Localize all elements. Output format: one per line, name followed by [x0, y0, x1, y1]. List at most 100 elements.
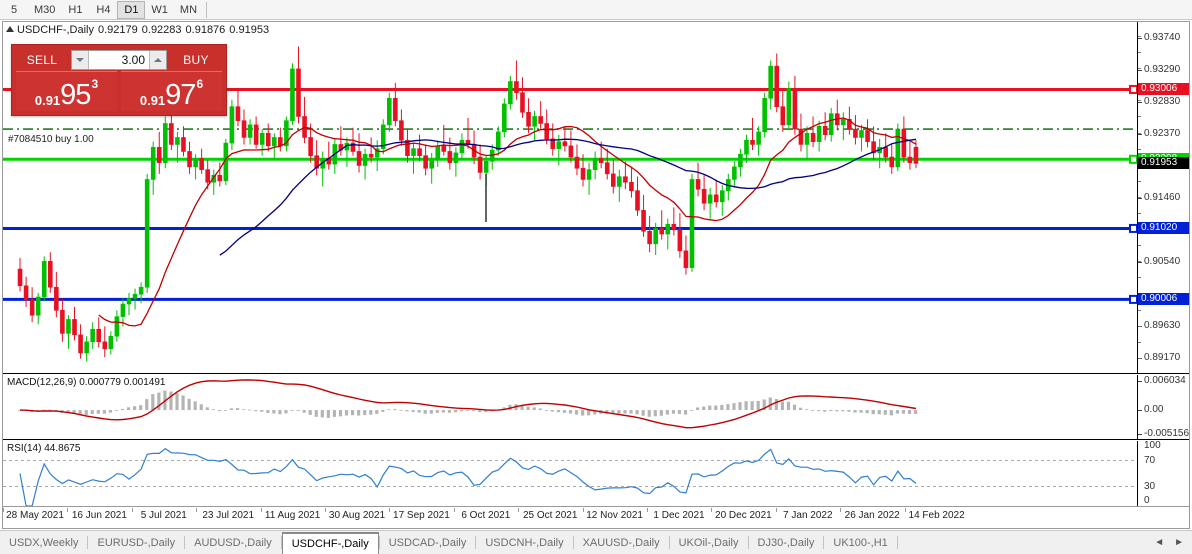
- price-axis-tick: [1138, 101, 1142, 103]
- date-axis-tick: [3, 508, 4, 512]
- trade-panel-top-row: SELL 3.00 BUY: [12, 45, 226, 71]
- price-axis-tick: [1138, 69, 1142, 71]
- buy-price-button[interactable]: 0.91 97 6: [121, 71, 222, 111]
- timeframe-button-d1[interactable]: D1: [117, 0, 146, 19]
- price-axis-label: 0.92830: [1144, 95, 1181, 107]
- chart-tab-ukoildaily[interactable]: UKOil-,Daily: [678, 536, 739, 549]
- tab-divider: [475, 536, 477, 549]
- date-axis-tick: [840, 508, 842, 512]
- caret-down-icon: [76, 57, 84, 62]
- date-axis-label: 17 Sep 2021: [393, 510, 450, 521]
- chart-frame[interactable]: USDCHF-,Daily 0.92179 0.92283 0.91876 0.9195…: [2, 21, 1190, 507]
- tab-divider: [747, 536, 749, 549]
- date-axis-label: 14 Feb 2022: [908, 510, 965, 521]
- price-axis-highlight-0.90006[interactable]: 0.90006: [1138, 293, 1189, 306]
- date-axis-tick: [582, 508, 584, 512]
- price-axis-minor-tick: [1138, 261, 1141, 263]
- date-axis-tick: [518, 508, 520, 512]
- timeframe-button-m30[interactable]: M30: [34, 3, 56, 16]
- tab-divider: [896, 536, 898, 549]
- buy-price-main: 97: [165, 79, 196, 111]
- chart-tab-xauusddaily[interactable]: XAUUSD-,Daily: [582, 536, 660, 549]
- date-axis-label: 6 Oct 2021: [461, 510, 511, 521]
- chart-tab-usdcnhdaily[interactable]: USDCNH-,Daily: [485, 536, 564, 549]
- price-axis-scale[interactable]: 0.93740 0.93290 0.92830 0.92370 0.91460 0.905…: [1137, 22, 1189, 373]
- date-axis-tick: [904, 508, 906, 512]
- date-axis-tick: [131, 508, 133, 512]
- tab-divider: [378, 536, 380, 549]
- volume-stepper[interactable]: 3.00: [71, 49, 167, 70]
- sell-price-button[interactable]: 0.91 95 3: [16, 71, 117, 111]
- chart-tab-eurusddaily[interactable]: EURUSD-,Daily: [97, 536, 176, 549]
- chart-low-value: 0.91876: [185, 24, 226, 36]
- chart-open-value: 0.92179: [98, 24, 138, 36]
- timeframe-button-mn[interactable]: MN: [179, 3, 198, 16]
- rsi-axis-label: 100: [1144, 441, 1161, 451]
- price-axis-minor-tick: [1138, 68, 1141, 70]
- date-axis-label: 5 Jul 2021: [140, 510, 187, 521]
- chart-close-value: 0.91953: [229, 24, 270, 36]
- date-axis-tick: [647, 508, 648, 512]
- date-axis-label: 20 Dec 2021: [715, 510, 772, 521]
- timeframe-button-h4[interactable]: H4: [96, 3, 111, 16]
- chart-high-value: 0.92283: [141, 24, 182, 36]
- sell-price-main: 95: [60, 79, 91, 111]
- one-click-trading-panel[interactable]: SELL 3.00 BUY 0.91 95: [11, 44, 227, 116]
- price-axis-label: 0.90540: [1144, 256, 1181, 268]
- price-axis-minor-tick: [1138, 35, 1141, 37]
- timeframe-button-h1[interactable]: H1: [68, 3, 83, 16]
- macd-legend: MACD(12,26,9) 0.000779 0.001491: [7, 377, 166, 388]
- tab-divider: [87, 536, 89, 549]
- volume-decrease-button[interactable]: [72, 50, 89, 69]
- chart-symbol-header: USDCHF-,Daily 0.92179 0.92283 0.91876 0.9195…: [6, 24, 269, 36]
- price-axis-highlight-0.91953[interactable]: 0.91953: [1138, 157, 1189, 170]
- collapse-triangle-icon[interactable]: [6, 26, 14, 32]
- buy-price-prefix: 0.91: [139, 93, 166, 108]
- date-axis-label: 23 Jul 2021: [202, 510, 255, 521]
- price-axis-highlight-0.93006[interactable]: 0.93006: [1138, 83, 1189, 96]
- price-axis-minor-tick: [1138, 148, 1141, 150]
- date-axis-tick: [196, 508, 198, 512]
- chart-tab-bar: USDX,Weekly EURUSD-,Daily AUDUSD-,Daily USD…: [0, 530, 1192, 554]
- date-axis-label: 28 May 2021: [6, 510, 64, 521]
- volume-input[interactable]: 3.00: [89, 50, 149, 69]
- trade-panel-quotes-row: 0.91 95 3 0.91 97 6: [12, 71, 226, 115]
- rsi-axis-label: 0: [1144, 495, 1150, 506]
- chart-tab-dj30daily[interactable]: DJ30-,Daily: [757, 536, 815, 549]
- chart-tab-usdxweekly[interactable]: USDX,Weekly: [9, 536, 79, 549]
- date-axis-tick: [325, 508, 326, 512]
- price-axis-minor-tick: [1138, 245, 1141, 247]
- chart-tab-usdchfdaily[interactable]: USDCHF-,Daily: [281, 532, 379, 554]
- date-axis-tick: [711, 508, 713, 512]
- price-axis-highlight-0.91020[interactable]: 0.91020: [1138, 222, 1189, 235]
- tab-divider: [572, 536, 574, 549]
- macd-chart-canvas: [18, 379, 918, 429]
- macd-axis-tick: [1138, 381, 1142, 382]
- rsi-pane[interactable]: RSI(14) 44.8675 100 70 30 0: [3, 441, 1189, 506]
- volume-increase-button[interactable]: [149, 50, 166, 69]
- sell-button[interactable]: SELL: [26, 52, 58, 67]
- macd-axis-tick: [1138, 434, 1142, 435]
- scroll-right-icon[interactable]: ►: [1174, 537, 1184, 548]
- macd-pane[interactable]: MACD(12,26,9) 0.000779 0.001491 0.006034…: [3, 375, 1189, 440]
- price-pane[interactable]: USDCHF-,Daily 0.92179 0.92283 0.91876 0.9195…: [3, 22, 1189, 374]
- chart-tab-usdcaddaily[interactable]: USDCAD-,Daily: [388, 536, 467, 549]
- toolbar-divider: [206, 1, 208, 18]
- price-axis-minor-tick: [1138, 52, 1141, 54]
- price-axis-minor-tick: [1138, 309, 1141, 311]
- buy-button[interactable]: BUY: [183, 52, 209, 67]
- price-axis-tick: [1138, 133, 1142, 135]
- timeframe-button-5[interactable]: 5: [10, 3, 18, 16]
- tab-divider: [184, 536, 186, 549]
- tab-divider: [668, 536, 670, 549]
- chart-tab-audusddaily[interactable]: AUDUSD-,Daily: [194, 536, 272, 549]
- timeframe-button-w1[interactable]: W1: [151, 3, 168, 16]
- chart-tab-uk100h1[interactable]: UK100-,H1: [833, 536, 888, 549]
- date-axis-label: 25 Oct 2021: [522, 510, 578, 521]
- scroll-left-icon[interactable]: ◄: [1154, 537, 1165, 548]
- price-chart-canvas[interactable]: [3, 22, 1137, 374]
- price-axis-label: 0.91460: [1144, 191, 1181, 203]
- sell-price-prefix: 0.91: [34, 93, 61, 108]
- rsi-axis-scale: 100 70 30 0: [1137, 441, 1189, 506]
- date-axis[interactable]: 28 May 2021 16 Jun 2021 5 Jul 2021 23 Jul 2…: [2, 507, 1190, 529]
